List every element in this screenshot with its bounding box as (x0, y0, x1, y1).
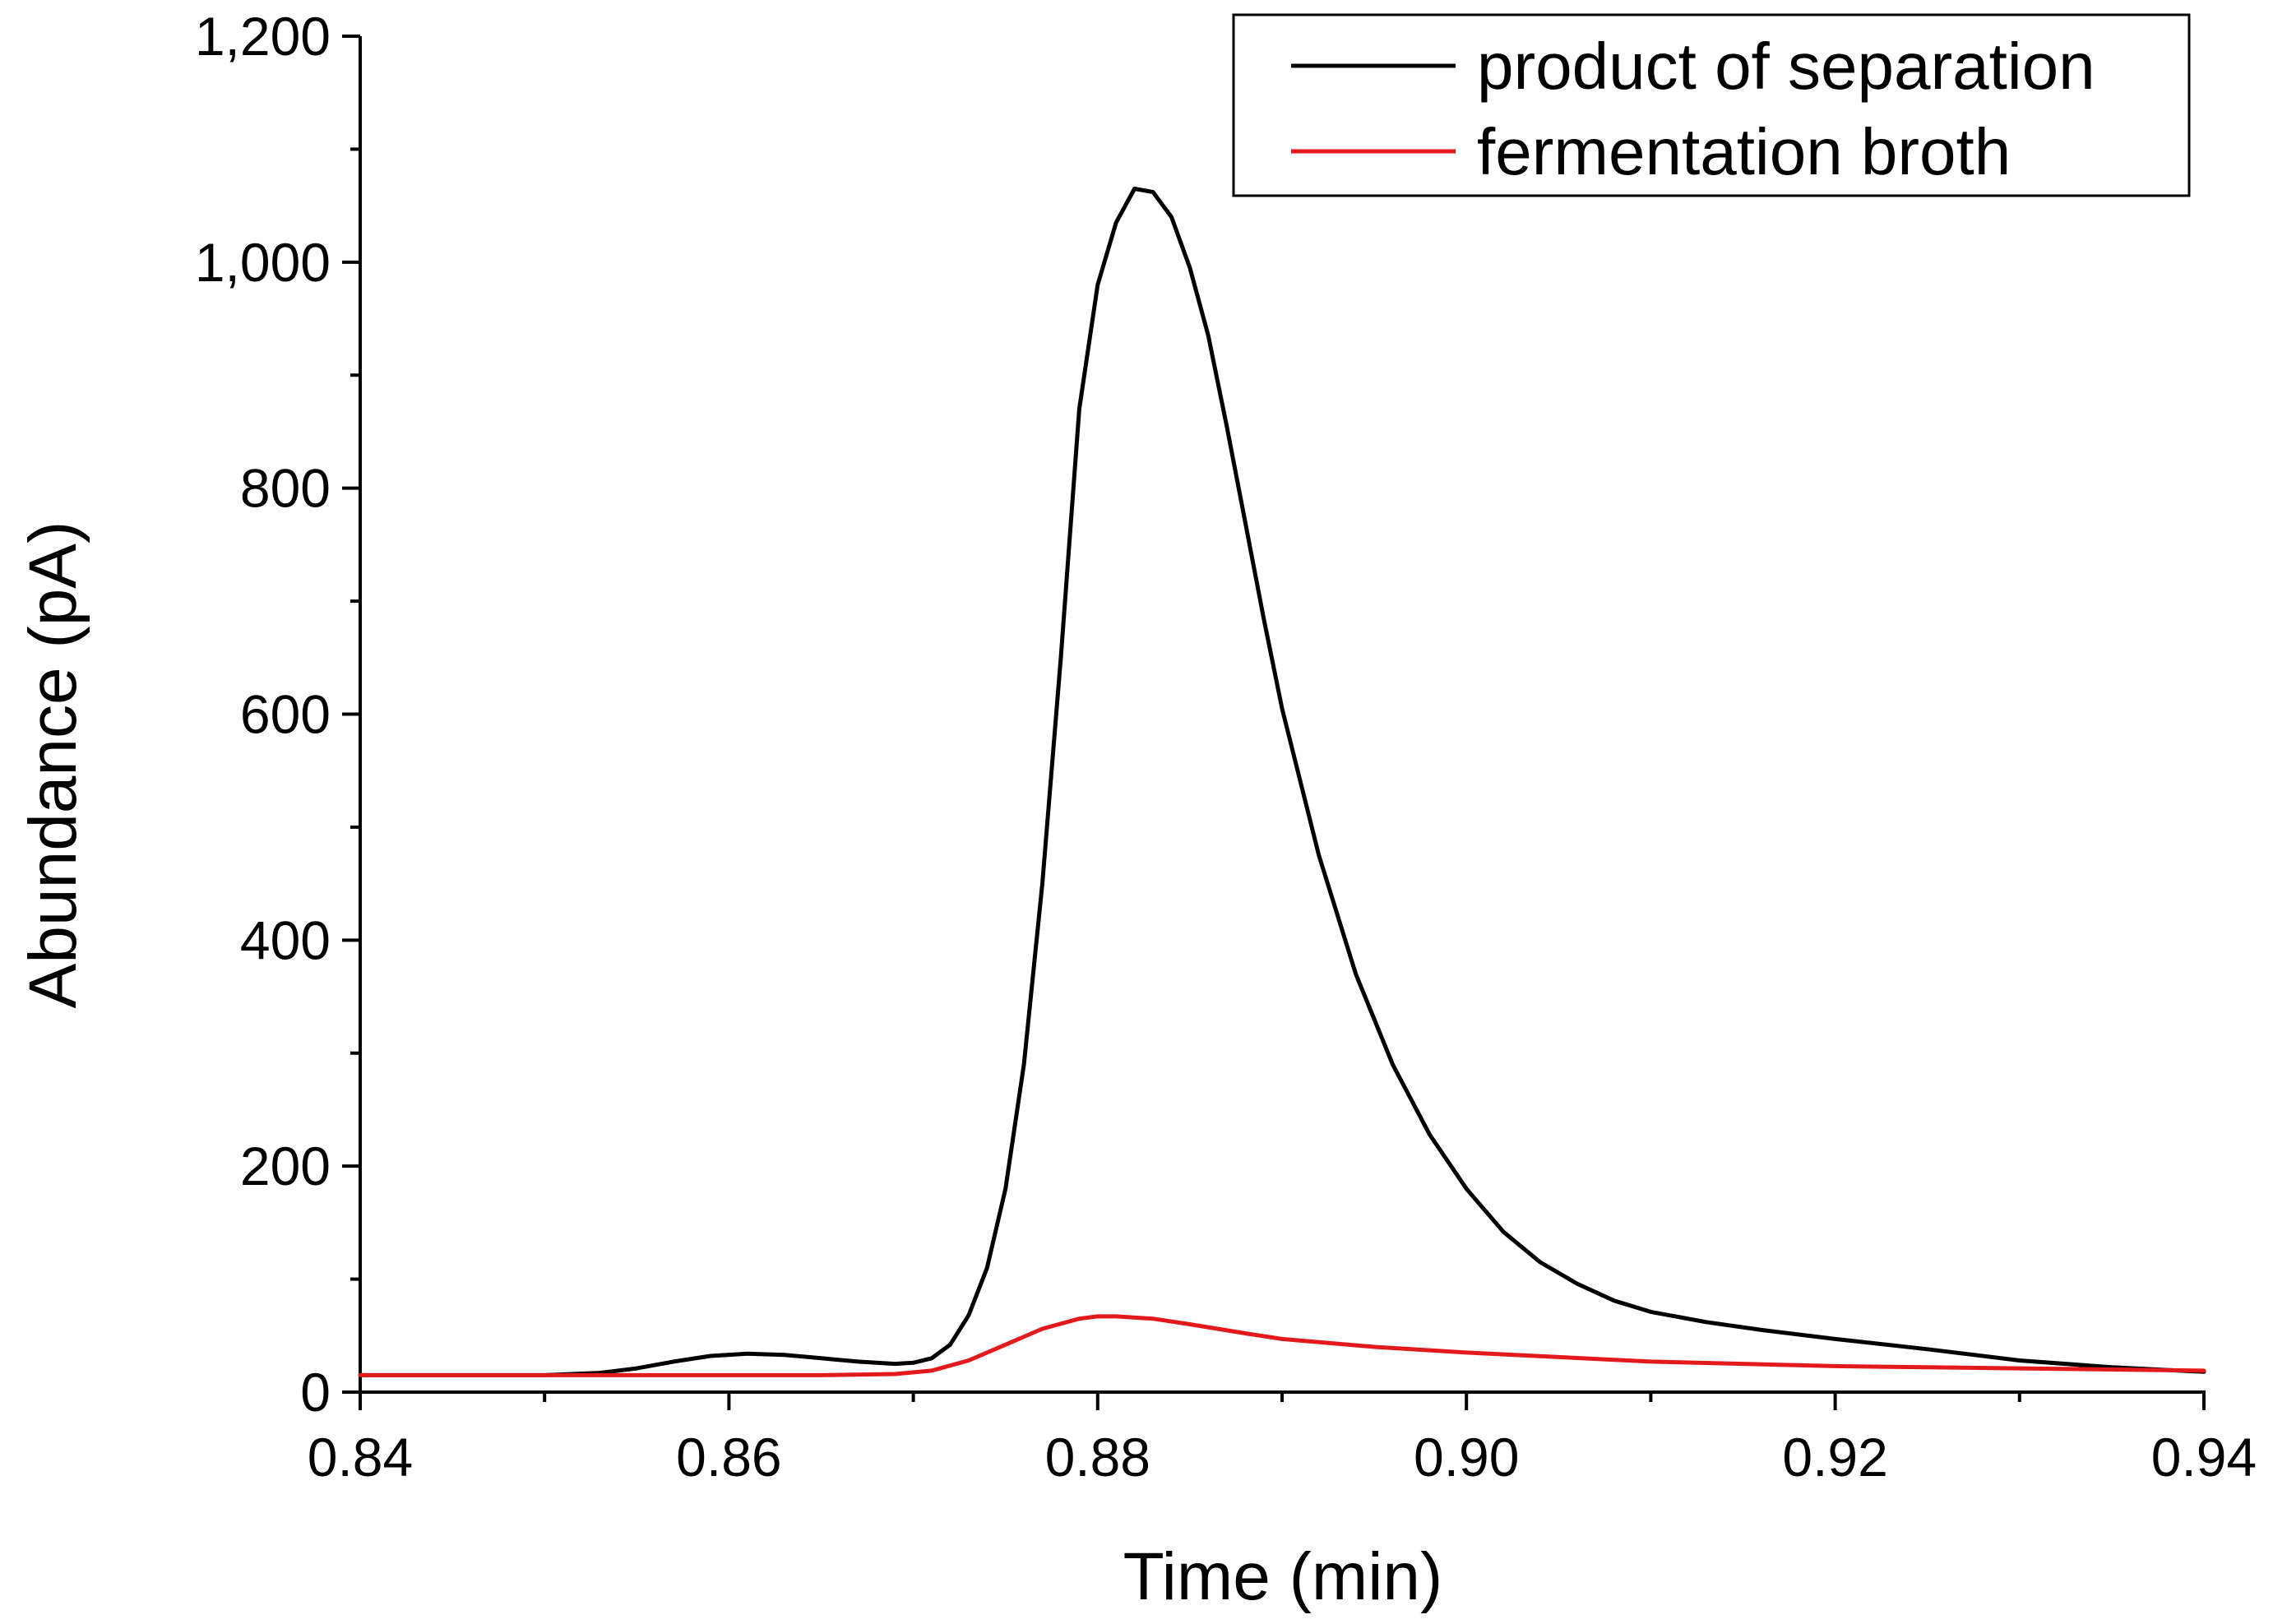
y-tick-label: 200 (240, 1136, 331, 1196)
x-ticks: 0.84 0.86 0.88 0.90 0.92 0.94 (308, 1392, 2257, 1488)
y-tick-label: 800 (240, 458, 331, 519)
y-ticks: 0 200 400 600 800 1,000 1,200 (195, 6, 360, 1423)
x-tick-label: 0.88 (1045, 1427, 1150, 1488)
legend: product of separation fermentation broth (1232, 13, 2191, 197)
series-lines (358, 187, 2206, 1377)
x-tick-label: 0.90 (1414, 1427, 1519, 1488)
y-tick-label: 600 (240, 684, 331, 745)
legend-label-product-of-separation: product of separation (1477, 30, 2095, 103)
series-line-fermentation-broth (358, 1314, 2206, 1377)
y-tick-label: 0 (300, 1362, 331, 1423)
y-tick-label: 400 (240, 909, 331, 970)
y-axis-title: Abundance (pA) (16, 521, 90, 1009)
y-tick-label: 1,200 (195, 6, 331, 67)
x-axis-title: Time (min) (1123, 1539, 1443, 1614)
x-tick-label: 0.92 (1782, 1427, 1887, 1488)
x-tick-label: 0.94 (2151, 1427, 2257, 1488)
series-line-product-of-separation (358, 187, 2206, 1377)
legend-label-fermentation-broth: fermentation broth (1477, 115, 2011, 188)
legend-box (1232, 13, 2191, 197)
y-tick-label: 1,000 (195, 232, 331, 293)
x-tick-label: 0.86 (676, 1427, 781, 1488)
x-tick-label: 0.84 (308, 1427, 413, 1488)
